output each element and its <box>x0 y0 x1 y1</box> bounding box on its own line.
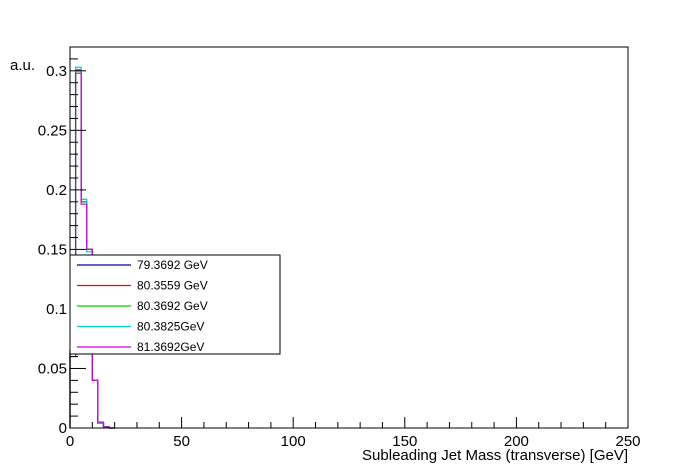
legend-label: 79.3692 GeV <box>137 258 208 272</box>
y-tick-label: 0.15 <box>38 241 67 258</box>
legend-box <box>69 254 281 355</box>
x-axis: 0 50 100 150 200 250 <box>66 417 641 450</box>
series-line-5 <box>69 72 115 429</box>
y-tick-label: 0.25 <box>38 122 67 139</box>
plot-frame <box>69 46 629 429</box>
legend-label: 80.3692 GeV <box>137 299 208 313</box>
x-tick-label: 150 <box>392 433 417 450</box>
y-tick-label: 0 <box>59 420 67 437</box>
x-tick-label: 200 <box>504 433 529 450</box>
x-tick-label: 50 <box>173 433 190 450</box>
x-tick-label: 100 <box>281 433 306 450</box>
y-tick-label: 0.05 <box>38 360 67 377</box>
legend-label: 81.3692GeV <box>137 340 204 354</box>
y-tick-label: 0.1 <box>46 301 67 318</box>
y-tick-label: 0.2 <box>46 182 67 199</box>
x-tick-label: 0 <box>66 433 74 450</box>
y-axis-title: a.u. <box>10 57 35 74</box>
series-layer <box>69 66 115 429</box>
x-axis-title: Subleading Jet Mass (transverse) [GeV] <box>362 447 628 464</box>
legend: 79.3692 GeV 80.3559 GeV 80.3692 GeV 80.3825… <box>69 254 281 355</box>
y-tick-label: 0.3 <box>46 63 67 80</box>
legend-label: 80.3825GeV <box>137 320 204 334</box>
legend-label: 80.3559 GeV <box>137 279 208 293</box>
y-axis: 0 0.05 0.1 0.15 0.2 0.25 0.3 <box>38 58 86 437</box>
x-tick-label: 250 <box>615 433 640 450</box>
